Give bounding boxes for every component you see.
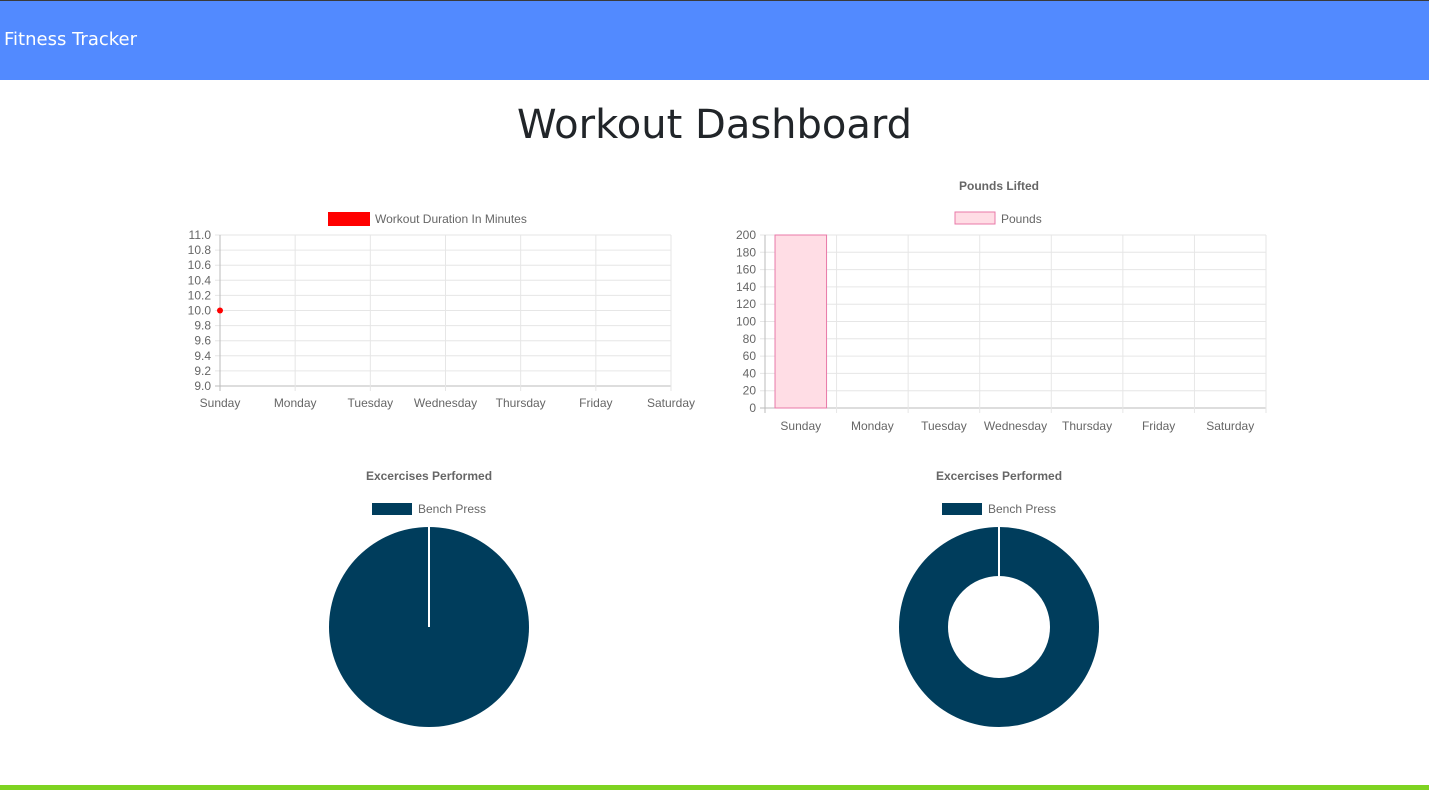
bar-ytick-label: 40 [743, 366, 757, 380]
line-ytick-label: 9.8 [194, 319, 211, 333]
navbar: Fitness Tracker [0, 0, 1429, 80]
bar-xtick-label: Wednesday [984, 419, 1047, 433]
line-ytick-label: 11.0 [189, 228, 212, 242]
bar-ytick-label: 20 [743, 384, 757, 398]
pie-legend-swatch [372, 503, 412, 515]
line-ytick-label: 9.6 [194, 334, 211, 348]
line-ytick-label: 10.0 [188, 304, 212, 318]
bar-chart-title: Pounds Lifted [959, 179, 1039, 193]
line-xtick-label: Sunday [200, 396, 241, 410]
bar-ytick-label: 100 [736, 315, 756, 329]
footer-bar [0, 785, 1429, 790]
bar-ytick-label: 60 [743, 349, 757, 363]
bar-legend-swatch [954, 211, 996, 225]
line-ytick-label: 10.4 [188, 273, 212, 287]
line-legend-label: Workout Duration In Minutes [375, 212, 527, 226]
bar-legend-label: Pounds [1001, 212, 1042, 226]
bar-ytick-label: 140 [736, 280, 756, 294]
line-ytick-label: 9.2 [194, 364, 211, 378]
pie-legend-label: Bench Press [418, 502, 486, 516]
bar-xtick-label: Thursday [1062, 419, 1112, 433]
donut-hole [948, 576, 1050, 678]
donut-legend-swatch [942, 503, 982, 515]
pie-chart-title: Excercises Performed [366, 469, 492, 483]
donut-chart-title: Excercises Performed [936, 469, 1062, 483]
line-ytick-label: 9.0 [194, 379, 211, 393]
bar-xtick-label: Friday [1142, 419, 1175, 433]
bar-ytick-label: 180 [736, 245, 756, 259]
bar-ytick-label: 0 [749, 401, 756, 415]
line-xtick-label: Saturday [647, 396, 695, 410]
line-xtick-label: Monday [274, 396, 317, 410]
page-title: Workout Dashboard [516, 102, 913, 148]
line-xtick-label: Thursday [496, 396, 546, 410]
bar-xtick-label: Sunday [780, 419, 821, 433]
bar-xtick-label: Monday [851, 419, 894, 433]
line-legend-swatch [328, 212, 370, 226]
bar-ytick-label: 80 [743, 332, 757, 346]
line-ytick-label: 10.2 [188, 288, 212, 302]
bar-sunday [774, 234, 828, 409]
line-ytick-label: 9.4 [194, 349, 211, 363]
line-point [217, 307, 223, 314]
line-xtick-label: Wednesday [414, 396, 477, 410]
bar-ytick-label: 200 [736, 228, 756, 242]
line-ytick-label: 10.6 [188, 258, 212, 272]
bar-xtick-label: Tuesday [921, 419, 967, 433]
line-ytick-label: 10.8 [188, 243, 212, 257]
navbar-brand[interactable]: Fitness Tracker [4, 29, 137, 50]
donut-legend-label: Bench Press [988, 502, 1056, 516]
line-xtick-label: Tuesday [348, 396, 394, 410]
line-xtick-label: Friday [579, 396, 612, 410]
bar-ytick-label: 120 [736, 297, 756, 311]
bar-xtick-label: Saturday [1206, 419, 1254, 433]
bar-ytick-label: 160 [736, 263, 756, 277]
